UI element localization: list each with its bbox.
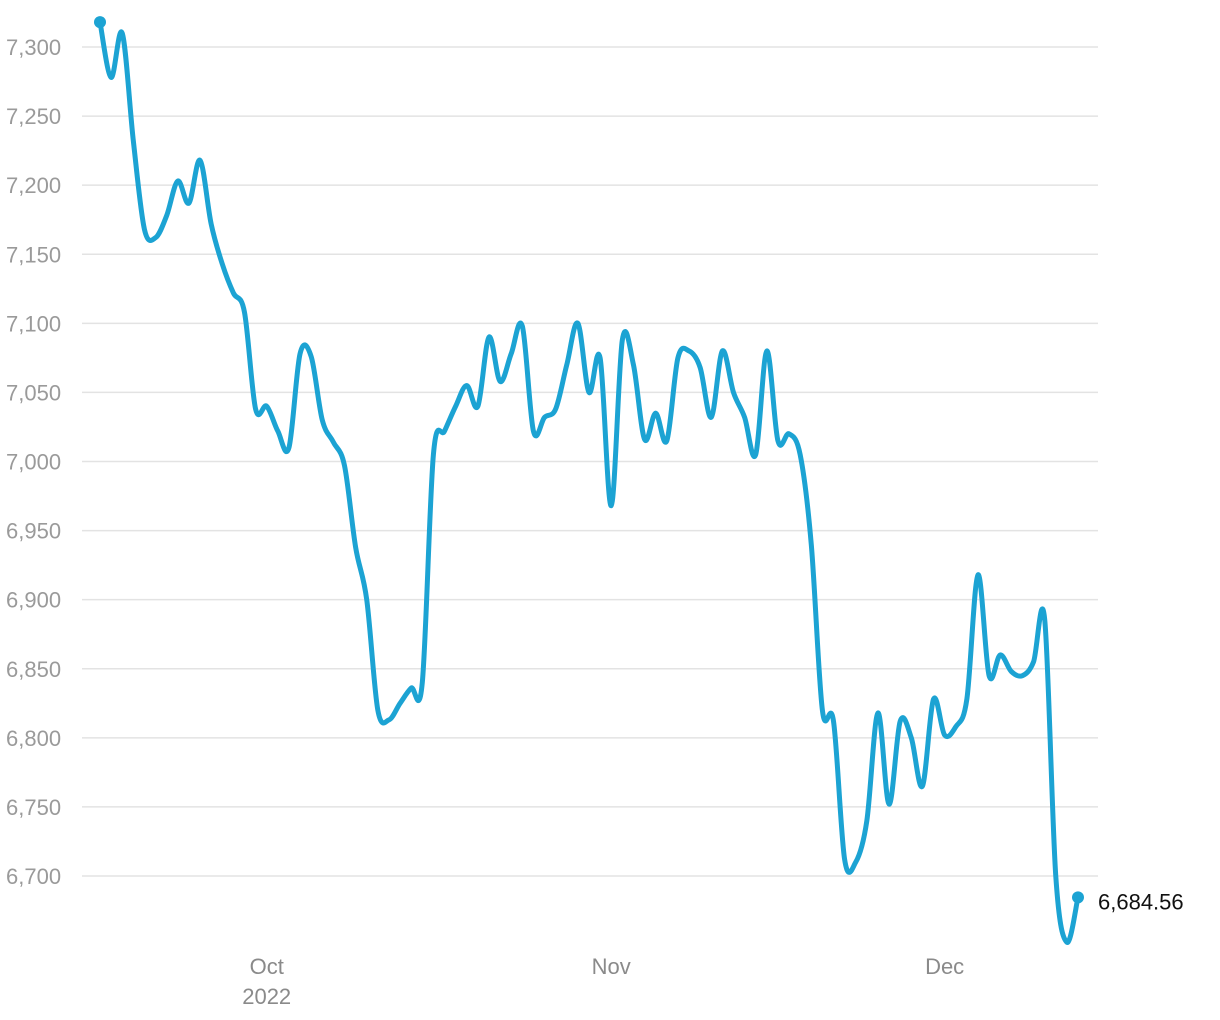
x-tick-label-month: Oct (250, 954, 284, 979)
y-tick-label: 7,100 (6, 311, 61, 336)
y-axis-tick-labels: 6,700 6,750 6,800 6,850 6,900 6,950 7,000 7,050… (6, 35, 61, 889)
y-tick-label: 6,900 (6, 588, 61, 613)
end-point-marker (1072, 891, 1084, 904)
x-tick-label-month: Dec (925, 954, 964, 979)
series-layer (94, 16, 1084, 945)
y-tick-label: 7,300 (6, 35, 61, 60)
x-tick-label-month: Nov (592, 954, 631, 979)
y-tick-label: 7,200 (6, 173, 61, 198)
x-tick-label-year: 2022 (242, 984, 291, 1009)
y-tick-label: 6,850 (6, 657, 61, 682)
y-tick-label: 6,750 (6, 795, 61, 820)
y-tick-label: 6,800 (6, 726, 61, 751)
start-point-marker (94, 16, 106, 29)
gridlines (82, 46, 1098, 877)
series-line (97, 19, 1081, 945)
y-tick-label: 6,950 (6, 519, 61, 544)
last-value-label: 6,684.56 (1098, 889, 1184, 914)
x-axis-tick-labels: Oct2022NovDecJan2023 (242, 954, 964, 1009)
y-tick-label: 7,000 (6, 450, 61, 475)
y-tick-label: 7,150 (6, 242, 61, 267)
y-tick-label: 7,250 (6, 104, 61, 129)
y-tick-label: 6,700 (6, 864, 61, 889)
y-tick-label: 7,050 (6, 380, 61, 405)
